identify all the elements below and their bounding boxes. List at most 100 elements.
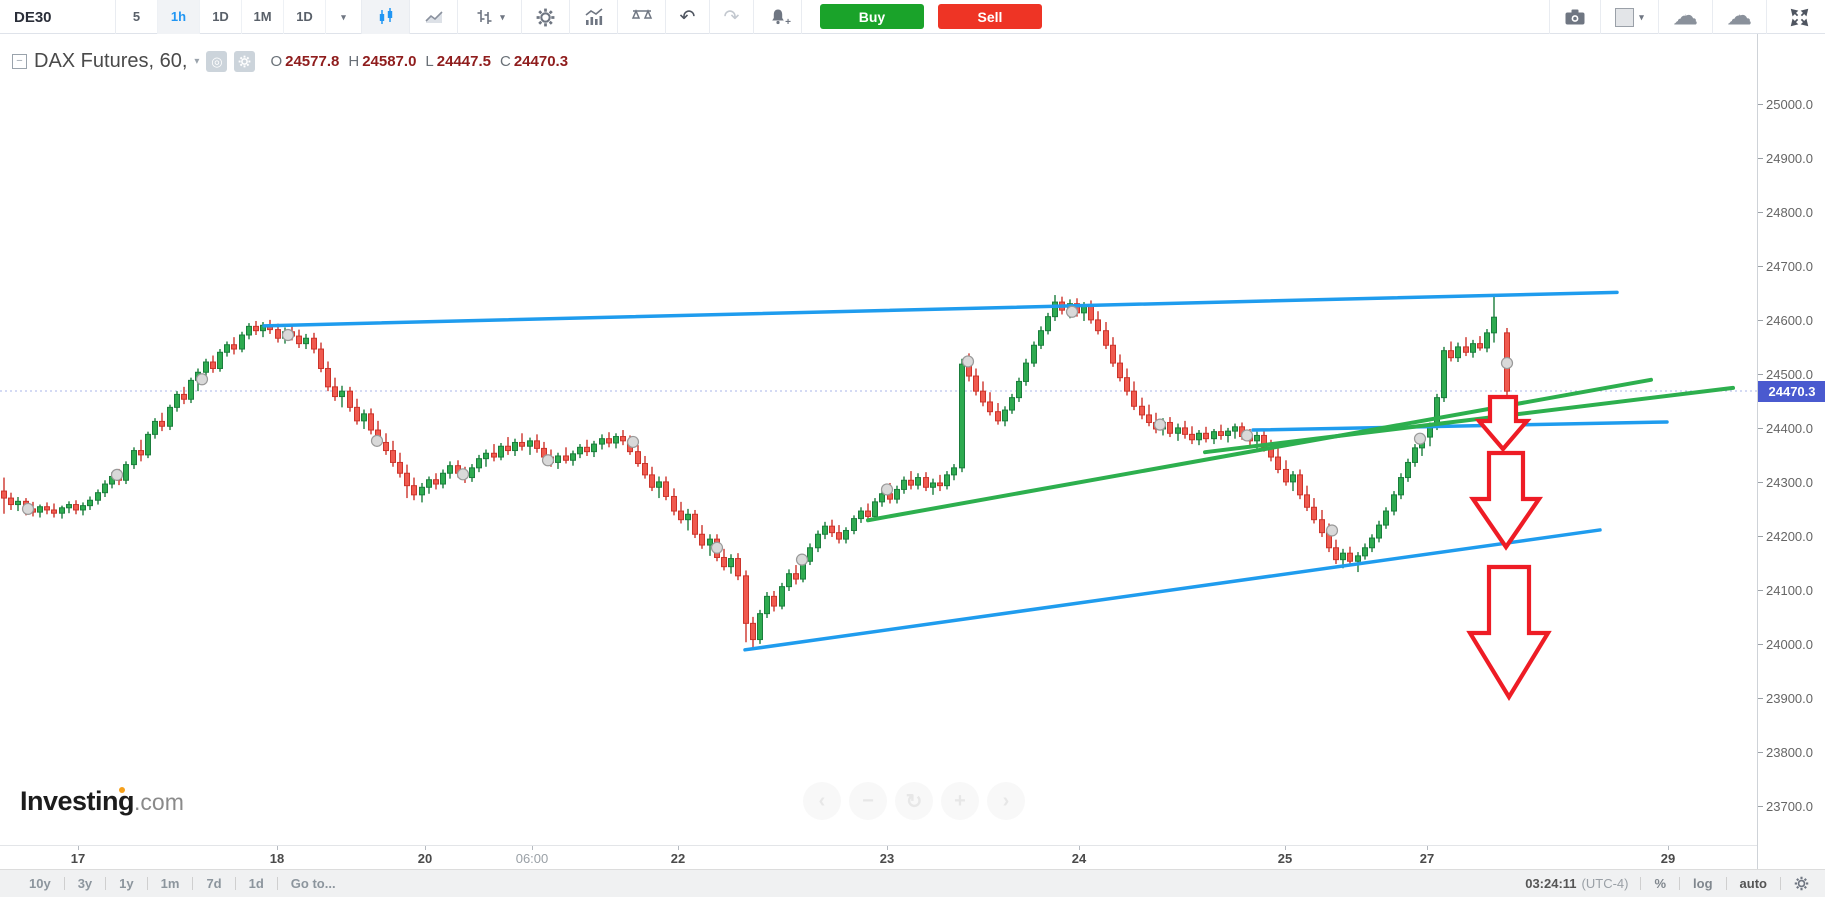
- separator: [276, 877, 278, 890]
- buy-button[interactable]: Buy: [820, 4, 924, 29]
- visibility-icon[interactable]: ◎: [206, 51, 228, 72]
- price-tick: [1758, 158, 1763, 160]
- separator: [1679, 877, 1681, 890]
- range-button-3y[interactable]: 3y: [77, 876, 93, 891]
- sell-button[interactable]: Sell: [938, 4, 1042, 29]
- chevron-down-icon[interactable]: ▾: [194, 56, 200, 67]
- current-price-tag: 24470.3: [1758, 381, 1825, 402]
- fullscreen-button[interactable]: [1773, 0, 1825, 34]
- time-tick: [425, 846, 426, 850]
- log-scale-button[interactable]: log: [1693, 876, 1713, 891]
- undo-button[interactable]: ↶: [666, 0, 710, 34]
- price-axis-label: 24200.0: [1766, 528, 1813, 544]
- load-chart-button[interactable]: ☁ ↓: [1659, 0, 1713, 34]
- time-axis-label: 27: [1419, 851, 1435, 866]
- separator: [146, 877, 148, 890]
- range-button-10y[interactable]: 10y: [29, 876, 51, 891]
- price-tick: [1758, 752, 1763, 754]
- price-axis-label: 24600.0: [1766, 312, 1813, 328]
- chart-style-candles-button[interactable]: [362, 0, 410, 34]
- time-tick: [1427, 846, 1428, 850]
- timeframe-button-1D-4[interactable]: 1D: [284, 0, 326, 34]
- clock-label[interactable]: 03:24:11: [1525, 876, 1577, 891]
- zoom-out-button[interactable]: −: [849, 782, 887, 820]
- price-tick: [1758, 482, 1763, 484]
- indicators-button[interactable]: [570, 0, 618, 34]
- time-tick: [678, 846, 679, 850]
- range-button-1m[interactable]: 1m: [160, 876, 180, 891]
- zoom-in-button[interactable]: +: [941, 782, 979, 820]
- pan-right-button[interactable]: ›: [987, 782, 1025, 820]
- range-button-1d[interactable]: 1d: [248, 876, 264, 891]
- price-axis-label: 24100.0: [1766, 582, 1813, 598]
- timeframe-button-1h-1[interactable]: 1h: [158, 0, 200, 34]
- price-axis-label: 24500.0: [1766, 366, 1813, 382]
- timeframe-button-1D-2[interactable]: 1D: [200, 0, 242, 34]
- chart-settings-button[interactable]: [522, 0, 570, 34]
- range-button-7d[interactable]: 7d: [206, 876, 222, 891]
- range-button-1y[interactable]: 1y: [119, 876, 134, 891]
- time-axis[interactable]: 17 18 20 06:00 22 23 24 25 27 29: [0, 845, 1757, 869]
- percent-scale-button[interactable]: %: [1654, 876, 1667, 891]
- price-tick: [1758, 428, 1763, 430]
- auto-scale-button[interactable]: auto: [1739, 876, 1767, 891]
- low-label: L: [425, 53, 434, 70]
- bottom-right-group: 03:24:11 (UTC-4) % log auto: [1525, 876, 1809, 891]
- cloud-download-icon: ☁ ↓: [1673, 3, 1698, 30]
- reset-zoom-button[interactable]: ↻: [895, 782, 933, 820]
- scales-icon: [631, 9, 652, 19]
- gear-icon: [536, 8, 555, 26]
- axis-settings-button[interactable]: [1781, 876, 1809, 891]
- time-tick: [78, 846, 79, 850]
- compare-button[interactable]: [618, 0, 666, 34]
- time-tick: [277, 846, 278, 850]
- toolbar-right-group: ▾ ☁ ↓ ☁ ↑: [1549, 0, 1825, 34]
- redo-button[interactable]: ↷: [710, 0, 754, 34]
- separator: [63, 877, 65, 890]
- time-tick: [1668, 846, 1669, 850]
- timeframe-group: 5 1h 1D 1M 1D: [116, 0, 326, 34]
- snapshot-button[interactable]: [1549, 0, 1601, 34]
- ohlc-bars-icon: [477, 10, 492, 24]
- price-axis-label: 24000.0: [1766, 636, 1813, 652]
- close-value: 24470.3: [513, 53, 569, 70]
- price-axis-label: 24800.0: [1766, 204, 1813, 220]
- time-axis-label: 18: [269, 851, 285, 866]
- chart-style-bars-button[interactable]: ▾: [458, 0, 522, 34]
- time-axis-label: 24: [1071, 851, 1087, 866]
- price-axis-label: 23900.0: [1766, 690, 1813, 706]
- layout-select-button[interactable]: ▾: [1601, 0, 1659, 34]
- pan-left-button[interactable]: ‹: [803, 782, 841, 820]
- collapse-icon[interactable]: −: [12, 54, 27, 69]
- line-chart-icon: [424, 11, 443, 23]
- top-toolbar: DE30 5 1h 1D 1M 1D ▾ ▾: [0, 0, 1825, 34]
- candlestick-icon: [379, 8, 392, 24]
- series-settings-icon[interactable]: [234, 51, 256, 72]
- chart-plot-area[interactable]: [0, 34, 1757, 845]
- open-value: 24577.8: [285, 53, 340, 70]
- session-markers: [21, 305, 1514, 566]
- timezone-label[interactable]: (UTC-4): [1581, 876, 1629, 891]
- timeframe-button-5-0[interactable]: 5: [116, 0, 158, 34]
- price-axis-label: 24400.0: [1766, 420, 1813, 436]
- chart-style-line-button[interactable]: [410, 0, 458, 34]
- fullscreen-icon: [1790, 8, 1808, 26]
- chevron-down-icon: ▾: [500, 11, 505, 22]
- candles: [1, 293, 1510, 648]
- alert-button[interactable]: +: [754, 0, 802, 34]
- price-axis-label: 24300.0: [1766, 474, 1813, 490]
- timeframe-dropdown[interactable]: ▾: [326, 0, 362, 34]
- price-axis-label: 25000.0: [1766, 96, 1813, 112]
- price-tick: [1758, 698, 1763, 700]
- chevron-down-icon: ▾: [1639, 11, 1644, 22]
- save-chart-button[interactable]: ☁ ↑: [1713, 0, 1767, 34]
- price-axis[interactable]: 24470.3 25000.0 24900.0 24800.0 24700.0 2460…: [1757, 34, 1825, 869]
- logo-domain: .com: [134, 789, 184, 815]
- time-axis-label: 29: [1660, 851, 1676, 866]
- timeframe-button-1M-3[interactable]: 1M: [242, 0, 284, 34]
- symbol-label[interactable]: DE30: [0, 0, 116, 34]
- goto-button[interactable]: Go to...: [290, 876, 336, 891]
- separator: [234, 877, 236, 890]
- separator: [105, 877, 107, 890]
- chart-title[interactable]: DAX Futures, 60,: [34, 50, 188, 72]
